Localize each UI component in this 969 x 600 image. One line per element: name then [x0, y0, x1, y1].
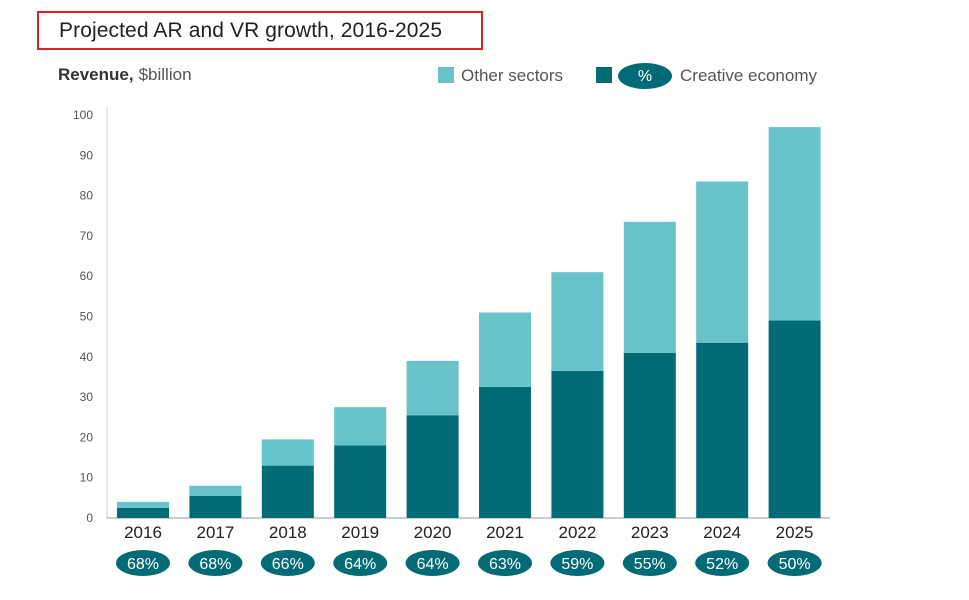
bar-other-sectors-2022 — [551, 272, 604, 371]
x-tick-label: 2016 — [124, 523, 162, 542]
y-tick-label: 70 — [80, 229, 94, 243]
bar-other-sectors-2016 — [117, 501, 169, 508]
bar-other-sectors-2018 — [261, 439, 314, 466]
share-badge-label: 63% — [489, 556, 521, 573]
chart-title: Projected AR and VR growth, 2016-2025 — [59, 18, 443, 42]
bar-other-sectors-2017 — [189, 485, 242, 496]
share-badge-label: 50% — [779, 556, 811, 573]
x-tick-label: 2020 — [414, 523, 452, 542]
x-tick-label: 2022 — [558, 523, 596, 542]
bar-creative-economy-2024 — [696, 342, 749, 518]
bars — [117, 127, 821, 518]
share-badge — [550, 550, 605, 576]
legend-pct-badge — [618, 63, 672, 89]
share-badge-label: 55% — [634, 556, 666, 573]
share-badge-label: 59% — [561, 556, 593, 573]
x-tick-label: 2023 — [631, 523, 669, 542]
share-badge — [405, 550, 460, 576]
y-tick-label: 60 — [80, 269, 94, 283]
bar-creative-economy-2020 — [406, 415, 459, 518]
share-badge-label: 66% — [272, 556, 304, 573]
y-tick-label: 80 — [80, 189, 94, 203]
x-tick-label: 2025 — [776, 523, 814, 542]
y-tick-label: 30 — [80, 390, 94, 404]
bar-creative-economy-2021 — [479, 387, 531, 518]
y-tick-label: 20 — [80, 430, 94, 444]
share-badge-label: 52% — [706, 556, 738, 573]
share-badge — [260, 550, 315, 576]
share-badge-label: 68% — [199, 556, 231, 573]
x-tick-label: 2017 — [196, 523, 234, 542]
bar-creative-economy-2022 — [551, 370, 604, 518]
share-badge-label: 68% — [127, 556, 159, 573]
x-labels: 2016 2017 2018 2019 2020 2021 2022 2023 2024 2025 — [124, 523, 813, 542]
legend: Other sectors % Creative economy — [438, 63, 818, 89]
y-tick-label: 40 — [80, 350, 94, 364]
x-tick-label: 2021 — [486, 523, 524, 542]
y-ticks: 0 10 20 30 40 50 60 70 80 90 100 — [73, 108, 93, 525]
x-tick-label: 2018 — [269, 523, 307, 542]
legend-pct-symbol: % — [638, 68, 652, 85]
y-axis-title-bold: Revenue, $billion — [58, 65, 192, 84]
x-tick-label: 2024 — [703, 523, 741, 542]
bar-creative-economy-2017 — [189, 495, 242, 518]
share-badge-label: 64% — [344, 556, 376, 573]
share-badge — [188, 550, 243, 576]
bar-creative-economy-2023 — [623, 352, 676, 518]
share-badge — [116, 550, 170, 576]
y-tick-label: 50 — [80, 310, 94, 324]
legend-label-other-sectors: Other sectors — [461, 66, 563, 85]
bar-other-sectors-2020 — [406, 360, 459, 416]
share-badge — [622, 550, 677, 576]
y-tick-label: 90 — [80, 148, 94, 162]
bar-other-sectors-2025 — [768, 127, 821, 321]
bar-creative-economy-2018 — [261, 465, 314, 518]
legend-label-creative-economy: Creative economy — [680, 66, 818, 85]
bar-other-sectors-2024 — [696, 181, 749, 343]
y-tick-label: 100 — [73, 108, 93, 122]
share-badge-label: 64% — [417, 556, 449, 573]
share-badges: 68% 68% 66% 64% 64% 63% 59% 55% 52% 50% — [116, 550, 822, 576]
y-tick-label: 10 — [80, 471, 94, 485]
share-badge — [767, 550, 822, 576]
bar-other-sectors-2023 — [623, 221, 676, 353]
share-badge — [478, 550, 532, 576]
y-tick-label: 0 — [86, 511, 93, 525]
chart-title-box: Projected AR and VR growth, 2016-2025 — [37, 11, 483, 50]
bar-creative-economy-2019 — [334, 445, 387, 518]
bar-other-sectors-2019 — [334, 407, 387, 446]
bar-creative-economy-2016 — [117, 507, 169, 518]
bar-other-sectors-2021 — [479, 312, 531, 388]
y-axis-title: Revenue, $billion — [58, 65, 192, 84]
share-badge — [695, 550, 750, 576]
legend-swatch-creative-economy — [596, 67, 612, 83]
share-badge — [333, 550, 388, 576]
bar-creative-economy-2025 — [768, 320, 821, 518]
legend-swatch-other-sectors — [438, 67, 454, 83]
x-tick-label: 2019 — [341, 523, 379, 542]
